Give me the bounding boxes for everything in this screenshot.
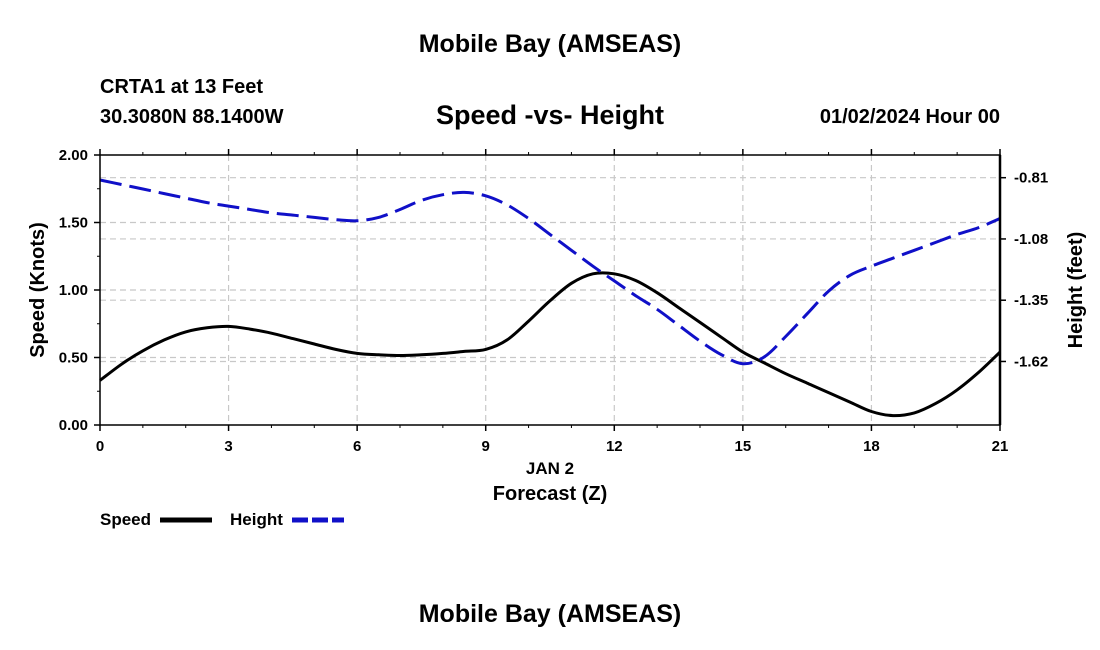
x-tick-label: 9 bbox=[482, 438, 490, 455]
y-tick-label: 1.50 bbox=[59, 215, 88, 232]
legend: Speed Height bbox=[100, 510, 344, 529]
x-tick-label: 21 bbox=[992, 438, 1009, 455]
chart-title: Speed -vs- Height bbox=[435, 100, 665, 130]
y2-axis-label: Height (feet) bbox=[1065, 232, 1087, 349]
station-name: CRTA1 at 13 Feet bbox=[100, 76, 264, 98]
station-coordinates: 30.3080N 88.1400W bbox=[100, 106, 284, 128]
x-axis: 0 3 6 9 12 15 18 21 bbox=[96, 149, 1009, 455]
second-page-title: Mobile Bay (AMSEAS) bbox=[418, 600, 682, 628]
grid-lines bbox=[100, 155, 1000, 425]
x-tick-label: 0 bbox=[96, 438, 104, 455]
y2-tick-label: -0.81 bbox=[1014, 170, 1048, 187]
x-tick-label: 15 bbox=[735, 438, 752, 455]
y2-tick-label: -1.35 bbox=[1014, 292, 1048, 309]
speed-height-chart: 0 3 6 9 12 15 18 21 0.000.501.001.502.00 -0.81-… bbox=[27, 147, 1087, 529]
x-date-label: JAN 2 bbox=[526, 459, 574, 478]
x-tick-label: 18 bbox=[863, 438, 880, 455]
x-axis-label: Forecast (Z) bbox=[493, 483, 607, 505]
y-axis-right: -0.81 -1.08 -1.35 -1.62 bbox=[998, 155, 1048, 425]
y-tick-label: 2.00 bbox=[59, 147, 88, 164]
series-line-speed bbox=[99, 271, 1002, 418]
page-title: Mobile Bay (AMSEAS) bbox=[418, 30, 682, 58]
y-axis-label: Speed (Knots) bbox=[27, 222, 49, 358]
y2-tick-label: -1.08 bbox=[1014, 231, 1048, 248]
y-axis-left: 0.00 0.50 1.00 1.50 2.00 bbox=[59, 147, 100, 434]
series-layer bbox=[99, 178, 1002, 418]
x-tick-label: 3 bbox=[224, 438, 232, 455]
y-tick-label: 1.00 bbox=[59, 282, 88, 299]
series-line-height bbox=[99, 178, 1001, 366]
y2-tick-label: -1.62 bbox=[1014, 353, 1048, 370]
x-tick-label: 12 bbox=[606, 438, 623, 455]
forecast-date: 01/02/2024 Hour 00 bbox=[819, 106, 1000, 128]
x-tick-label: 6 bbox=[353, 438, 361, 455]
legend-speed-label: Speed bbox=[100, 510, 151, 529]
legend-height-label: Height bbox=[230, 510, 283, 529]
y-tick-label: 0.50 bbox=[59, 350, 88, 367]
y-tick-label: 0.00 bbox=[59, 417, 88, 434]
